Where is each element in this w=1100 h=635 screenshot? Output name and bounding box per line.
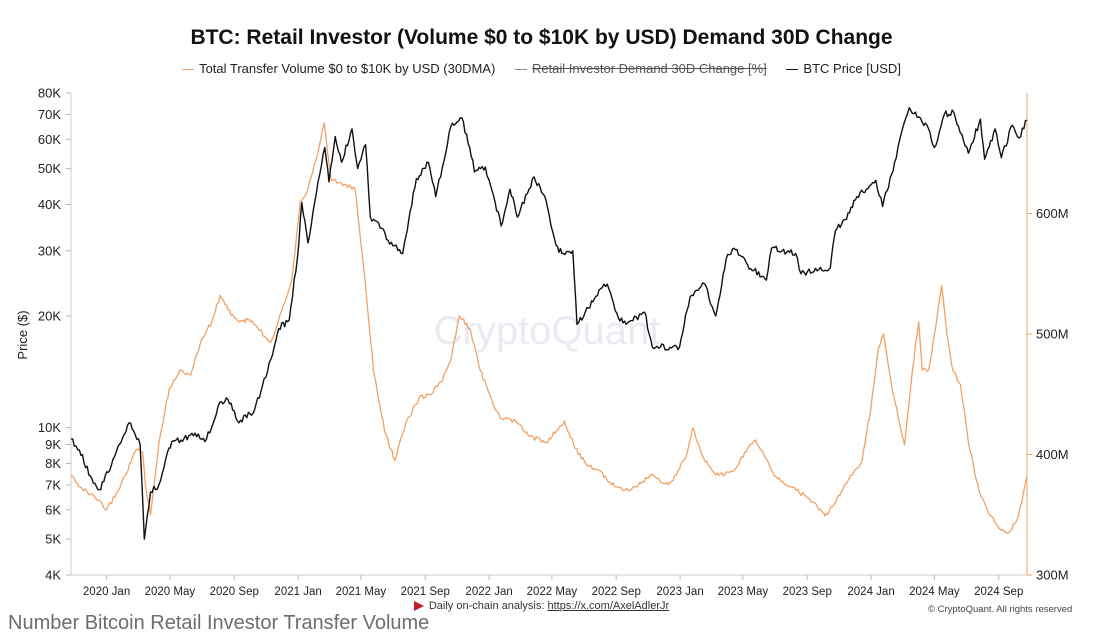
y-right-tick-label: 500M — [1036, 327, 1069, 342]
footer-link[interactable]: https://x.com/AxelAdlerJr — [547, 600, 670, 612]
series-line-btc-price — [70, 107, 1028, 540]
y-right-tick-label: 600M — [1036, 206, 1069, 221]
legend: Total Transfer Volume $0 to $10K by USD … — [0, 61, 1083, 76]
footer-text: Daily on-chain analysis: — [428, 600, 545, 612]
y-left-tick-label: 5K — [45, 532, 61, 547]
legend-swatch-retail-demand — [514, 69, 527, 71]
y-left-tick-label: 8K — [45, 456, 61, 471]
copyright: © CryptoQuant. All rights reserved — [928, 604, 1073, 615]
x-tick-label: 2023 Jan — [656, 586, 703, 598]
x-tick-label: 2021 Jan — [274, 586, 321, 598]
series-line-transfer-volume — [70, 122, 1028, 535]
y-left-tick-label: 9K — [45, 437, 61, 452]
y-left-tick-label: 30K — [38, 243, 61, 258]
x-tick-label: 2024 Jan — [847, 586, 894, 598]
y-left-tick-label: 40K — [38, 197, 61, 212]
x-tick-label: 2024 Sep — [974, 586, 1023, 598]
legend-item-transfer-volume[interactable]: Total Transfer Volume $0 to $10K by USD … — [182, 61, 495, 76]
legend-item-retail-demand[interactable]: Retail Investor Demand 30D Change [%] — [514, 61, 767, 76]
y-right-tick-label: 300M — [1036, 568, 1069, 583]
y-right-tick-label: 400M — [1036, 447, 1069, 462]
legend-label-btc-price: BTC Price [USD] — [803, 61, 901, 76]
x-tick-label: 2020 Jan — [83, 586, 130, 598]
y-left-tick-label: 7K — [45, 477, 61, 492]
y-left-tick-label: 20K — [38, 309, 61, 324]
x-tick-label: 2023 May — [718, 586, 769, 598]
x-tick-label: 2021 May — [336, 586, 387, 598]
y-left-ticks: 4K 5K 6K 7K 8K 9K 10K 20K 30K 40K 50K 60K 70K 80K — [38, 86, 71, 583]
legend-label-transfer-volume: Total Transfer Volume $0 to $10K by USD … — [199, 61, 496, 76]
legend-swatch-btc-price — [786, 69, 799, 71]
cropped-caption: Number Bitcoin Retail Investor Transfer … — [8, 612, 430, 634]
x-ticks: 2020 Jan 2020 May 2020 Sep 2021 Jan 2021 May… — [83, 575, 1023, 598]
y-left-tick-label: 50K — [38, 161, 61, 176]
chart-title: BTC: Retail Investor (Volume $0 to $10K … — [190, 26, 893, 49]
y-left-tick-label: 60K — [38, 132, 61, 147]
x-tick-label: 2023 Sep — [783, 586, 832, 598]
x-tick-label: 2020 Sep — [210, 586, 259, 598]
watermark: CryptoQuant — [434, 309, 661, 353]
flag-icon — [413, 601, 424, 612]
x-tick-label: 2020 May — [145, 586, 196, 598]
y-left-tick-label: 4K — [45, 568, 61, 583]
x-tick-label: 2022 May — [527, 586, 578, 598]
x-tick-label: 2022 Jan — [465, 586, 512, 598]
legend-item-btc-price[interactable]: BTC Price [USD] — [786, 61, 901, 76]
x-tick-label: 2021 Sep — [401, 586, 450, 598]
y-axis-label: Price ($) — [15, 310, 30, 359]
footer: Daily on-chain analysis: https://x.com/A… — [0, 600, 1083, 612]
y-left-tick-label: 10K — [38, 420, 61, 435]
legend-label-retail-demand: Retail Investor Demand 30D Change [%] — [531, 61, 767, 76]
x-tick-label: 2022 Sep — [592, 586, 641, 598]
legend-swatch-transfer-volume — [182, 69, 195, 71]
y-left-tick-label: 80K — [38, 86, 61, 101]
y-left-tick-label: 6K — [45, 502, 61, 517]
chart-plot: CryptoQuant Price ($) 4K 5K 6K 7K 8K 9K 10K 20K… — [15, 86, 1069, 599]
y-left-tick-label: 70K — [38, 107, 61, 122]
x-tick-label: 2024 May — [909, 586, 960, 598]
y-right-ticks: 300M 400M 500M 600M — [1027, 206, 1069, 583]
